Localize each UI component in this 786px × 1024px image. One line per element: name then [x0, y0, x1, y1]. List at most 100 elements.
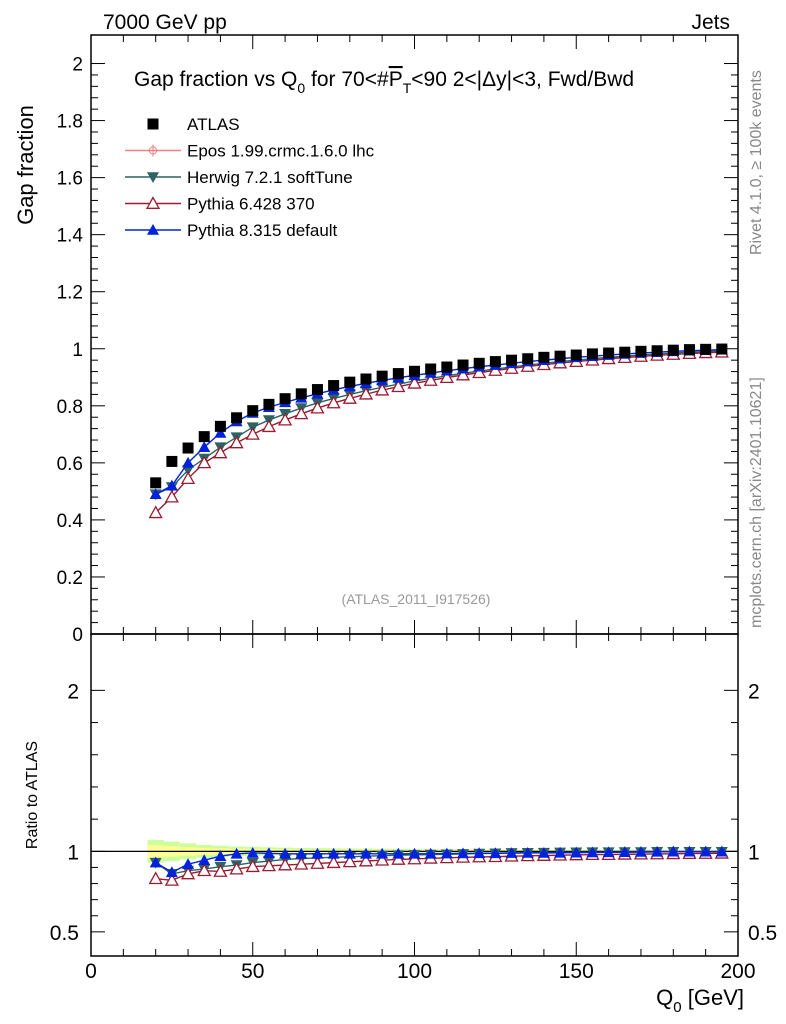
ratio-point — [440, 847, 453, 859]
data-point — [425, 363, 437, 375]
ratio-plot-frame — [90, 633, 739, 957]
ratio-point — [376, 847, 389, 859]
header-right: Jets — [691, 11, 730, 34]
data-point — [279, 393, 291, 405]
main-axis-ticks: 0 0.2 0.4 0.6 0.8 1 1.2 1.4 1.6 1.8 2 — [57, 35, 739, 646]
ratio-xtick-label: 50 — [241, 960, 264, 983]
legend-item-epos-1-99-crmc-1-6-0-lhc: Epos 1.99.crmc.1.6.0 lhc — [125, 142, 375, 161]
data-point — [391, 379, 406, 393]
ratio-point — [554, 846, 567, 858]
rivet-label: Rivet 4.1.0, ≥ 100k events — [748, 70, 765, 255]
ratio-ytick-label: 1 — [67, 841, 79, 864]
data-point — [407, 375, 422, 389]
legend-marker — [147, 172, 159, 183]
ratio-point — [343, 847, 356, 859]
data-point — [489, 356, 501, 368]
data-point — [522, 353, 534, 365]
data-point — [570, 349, 582, 361]
main-ytick-label: 1.4 — [57, 226, 84, 247]
data-point — [198, 431, 210, 443]
legend-label: Pythia 8.315 default — [187, 221, 338, 240]
series-pythia-6-428-370 — [148, 344, 729, 519]
main-ytick-label: 0 — [72, 625, 83, 646]
data-point — [423, 373, 438, 386]
legend-marker — [147, 224, 159, 235]
ratio-point — [359, 847, 372, 859]
ratio-ytick-label-right: 0.5 — [748, 922, 777, 945]
main-ytick-label: 0.2 — [57, 568, 83, 589]
legend-label: ATLAS — [187, 115, 240, 134]
data-point — [182, 442, 194, 454]
data-point — [683, 344, 695, 356]
ratio-point — [182, 858, 195, 870]
main-ylabel: Gap fraction — [13, 105, 38, 225]
legend-label: Epos 1.99.crmc.1.6.0 lhc — [187, 142, 375, 161]
data-point — [197, 455, 212, 469]
legend-item-pythia-8-315-default: Pythia 8.315 default — [125, 221, 338, 240]
ratio-point — [294, 856, 309, 870]
ratio-point — [618, 846, 631, 857]
data-point — [231, 412, 243, 424]
main-ytick-label: 0.6 — [57, 454, 83, 475]
data-point — [700, 343, 712, 355]
main-series-group — [148, 343, 729, 519]
ratio-point — [391, 852, 406, 865]
main-ytick-label: 2 — [72, 55, 83, 76]
data-point — [294, 406, 309, 420]
data-point — [150, 477, 162, 489]
data-point — [214, 420, 226, 432]
legend-marker — [145, 196, 161, 209]
data-point — [261, 419, 277, 433]
legend-item-pythia-6-428-370: Pythia 6.428 370 — [125, 195, 315, 214]
data-point — [180, 471, 196, 484]
ratio-point — [261, 858, 277, 872]
ratio-xtick-label: 100 — [397, 960, 432, 983]
data-point — [344, 376, 356, 388]
legend-item-herwig-7-2-1-softtune: Herwig 7.2.1 softTune — [125, 168, 353, 187]
ratio-point — [699, 845, 712, 857]
ratio-point — [586, 846, 599, 858]
data-point — [310, 400, 325, 414]
data-point — [473, 357, 485, 369]
ratio-point — [715, 845, 728, 857]
header-left: 7000 GeV pp — [103, 11, 227, 34]
data-point — [245, 426, 260, 440]
ratio-point — [375, 852, 390, 866]
data-point — [457, 359, 469, 371]
data-point — [148, 505, 163, 519]
x-axis-label: Q0 [GeV] — [656, 985, 744, 1016]
ratio-point — [310, 856, 325, 869]
ratio-axis-ticks: 0.5 0.5 1 1 2 2 0 50 100 150 200 — [50, 634, 777, 983]
analysis-watermark: (ATLAS_2011_I917526) — [342, 591, 491, 607]
ratio-point — [246, 846, 259, 858]
main-ytick-label: 0.4 — [57, 511, 84, 532]
ratio-point — [570, 846, 583, 858]
ratio-point — [148, 871, 163, 885]
ratio-point — [667, 845, 680, 857]
ratio-point — [230, 847, 243, 859]
main-ytick-label: 1 — [72, 340, 83, 361]
data-point — [472, 365, 487, 379]
legend-marker — [147, 118, 159, 130]
data-point — [214, 426, 227, 438]
legend-item-atlas: ATLAS — [147, 115, 240, 134]
legend-label: Herwig 7.2.1 softTune — [187, 168, 353, 187]
data-point — [182, 456, 195, 468]
ratio-series-group — [148, 845, 729, 886]
data-point — [295, 388, 307, 400]
ratio-point — [164, 872, 179, 886]
ratio-point — [311, 847, 324, 859]
data-point — [488, 363, 503, 376]
data-point — [277, 412, 293, 426]
ratio-series-pythia-8-315-default — [149, 845, 728, 878]
data-point — [716, 343, 728, 355]
ratio-ytick-label-right: 2 — [748, 680, 760, 703]
ratio-point — [245, 859, 260, 873]
ratio-point — [198, 854, 211, 866]
data-point — [554, 350, 566, 362]
data-point — [164, 489, 179, 503]
data-point — [149, 488, 162, 500]
data-point — [213, 445, 228, 459]
data-point — [198, 441, 211, 452]
data-point — [326, 395, 341, 409]
